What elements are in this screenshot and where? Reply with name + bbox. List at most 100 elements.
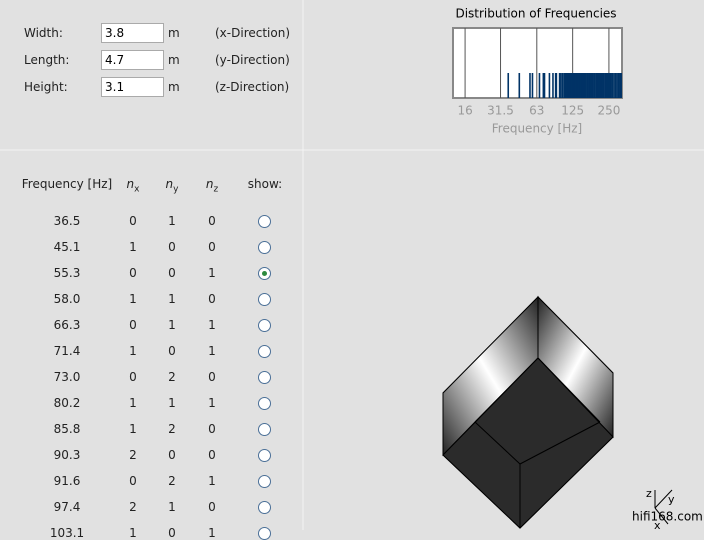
table-cell: 85.8 [53,422,81,436]
table-cell: 0 [208,240,216,254]
table-cell: 0 [129,474,137,488]
show-radio[interactable] [258,293,271,306]
show-radio[interactable] [258,215,271,228]
table-cell: 58.0 [53,292,81,306]
table-cell: 0 [208,448,216,462]
table-cell: 0 [129,266,137,280]
table-cell: 1 [208,318,216,332]
table-cell: 0 [129,214,137,228]
table-cell: 0 [208,500,216,514]
header-symbol: n [205,177,214,191]
table-cell: 0 [208,292,216,306]
x-tick-label: 31.5 [487,104,514,118]
table-cell: 1 [168,214,176,228]
table-cell: 55.3 [53,266,81,280]
show-radio[interactable] [258,449,271,462]
table-cell: 1 [168,500,176,514]
axes-indicator [654,489,673,525]
axis-z-label: z [646,487,652,500]
table-cell: 0 [208,422,216,436]
table-cell: 45.1 [53,240,81,254]
table-cell: 1 [129,344,137,358]
table-cell: 0 [168,448,176,462]
show-radio[interactable] [258,527,271,540]
direction-label: (x-Direction) [215,26,291,40]
header-symbol: n [165,177,174,191]
show-radio[interactable] [258,371,271,384]
show-radio[interactable] [258,241,271,254]
direction-label: (y-Direction) [215,53,290,67]
table-cell: 1 [168,396,176,410]
table-cell: 1 [129,422,137,436]
table-cell: 91.6 [53,474,81,488]
table-cell: 90.3 [53,448,81,462]
table-cell: 1 [168,318,176,332]
table-cell: 71.4 [53,344,81,358]
header-subscript: z [213,184,219,195]
show-radio[interactable] [258,475,271,488]
header-subscript: x [134,184,140,195]
watermark: hifi168.com [632,510,703,524]
table-cell: 0 [208,214,216,228]
x-tick-label: 16 [457,104,472,118]
show-radio[interactable] [258,267,271,280]
distribution-title: Distribution of Frequencies [455,7,616,21]
table-cell: 1 [208,266,216,280]
table-cell: 0 [208,370,216,384]
table-cell: 1 [129,292,137,306]
table-cell: 1 [208,344,216,358]
show-radio[interactable] [258,345,271,358]
show-radio[interactable] [258,397,271,410]
table-cell: 1 [129,526,137,540]
dimension-label: Width: [24,26,63,40]
table-cell: 1 [129,240,137,254]
column-header: ny [166,177,179,194]
table-cell: 2 [129,500,137,514]
x-tick-label: 125 [561,104,584,118]
unit-label: m [168,53,180,67]
show-radio[interactable] [258,423,271,436]
table-cell: 1 [208,396,216,410]
dimension-input[interactable] [101,77,164,97]
table-cell: 0 [129,318,137,332]
axis-x-label: x [654,519,661,530]
column-header: Frequency [Hz] [21,177,113,191]
x-axis-label: Frequency [Hz] [492,122,583,136]
table-cell: 66.3 [53,318,81,332]
show-radio[interactable] [258,319,271,332]
table-cell: 97.4 [53,500,81,514]
dimension-label: Length: [24,53,70,67]
column-header: show: [247,177,283,191]
x-tick-label: 250 [597,104,620,118]
table-cell: 1 [168,292,176,306]
table-cell: 2 [168,474,176,488]
direction-label: (z-Direction) [215,80,290,94]
x-tick-label: 63 [529,104,544,118]
table-cell: 2 [129,448,137,462]
show-radio[interactable] [258,501,271,514]
table-cell: 0 [168,344,176,358]
dimension-input[interactable] [101,23,164,43]
unit-label: m [168,80,180,94]
table-cell: 0 [168,240,176,254]
unit-label: m [168,26,180,40]
header-symbol: n [126,177,135,191]
table-cell: 1 [208,526,216,540]
header-subscript: y [173,184,179,195]
table-cell: 0 [168,526,176,540]
column-header: nx [127,177,140,194]
room-3d-view [442,295,614,529]
dimension-input[interactable] [101,50,164,70]
table-cell: 36.5 [53,214,81,228]
table-cell: 103.1 [49,526,85,540]
table-cell: 80.2 [53,396,81,410]
table-cell: 0 [129,370,137,384]
table-cell: 2 [168,422,176,436]
table-cell: 1 [129,396,137,410]
table-cell: 1 [208,474,216,488]
table-cell: 73.0 [53,370,81,384]
column-header: nz [206,177,218,194]
